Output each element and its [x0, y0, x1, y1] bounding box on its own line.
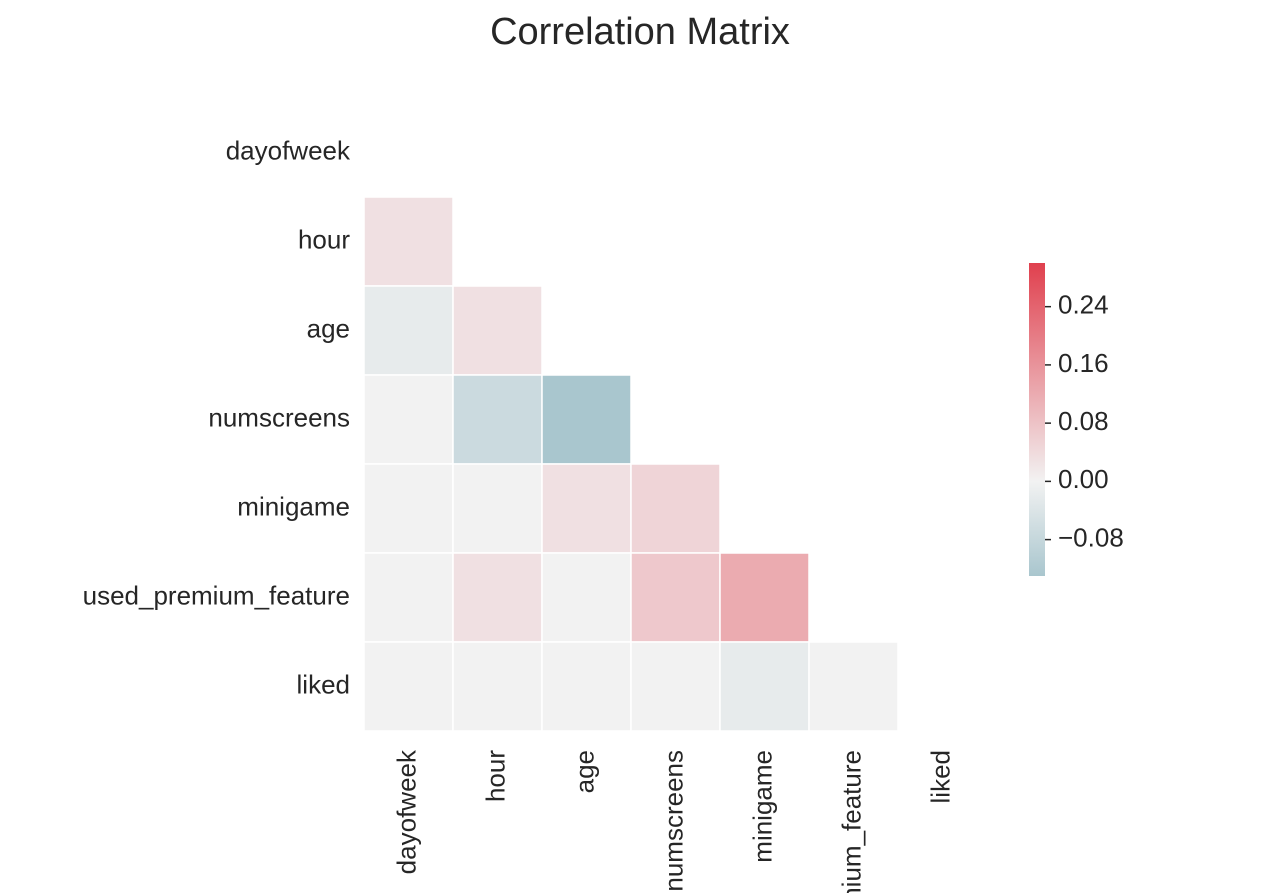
- y-tick-label: hour: [298, 224, 350, 254]
- x-tick-label: age: [569, 750, 599, 793]
- y-tick-label: used_premium_feature: [83, 580, 350, 610]
- y-tick-label: numscreens: [208, 402, 350, 432]
- heatmap-cell: [363, 285, 454, 376]
- heatmap-cell: [630, 552, 721, 643]
- heatmap-cell: [452, 285, 543, 376]
- colorbar-tick-label: 0.24: [1058, 290, 1109, 320]
- heatmap-cell: [363, 641, 454, 732]
- heatmap-cell: [808, 641, 899, 732]
- x-tick-label: liked: [925, 750, 955, 803]
- heatmap-cell: [452, 374, 543, 465]
- colorbar-tick-label: 0.00: [1058, 464, 1109, 494]
- x-tick-label: minigame: [747, 750, 777, 863]
- y-tick-label: age: [307, 313, 350, 343]
- x-tick-label: numscreens: [658, 750, 688, 892]
- heatmap-cell: [363, 196, 454, 287]
- chart-title: Correlation Matrix: [490, 11, 790, 53]
- heatmap-cell: [541, 374, 632, 465]
- heatmap-cell: [452, 641, 543, 732]
- y-tick-label: minigame: [237, 491, 350, 521]
- heatmap-cell: [541, 552, 632, 643]
- heatmap-cell: [630, 463, 721, 554]
- y-tick-label: dayofweek: [226, 135, 351, 165]
- colorbar-tick-label: 0.16: [1058, 348, 1109, 378]
- y-tick-label: liked: [297, 669, 350, 699]
- heatmap-cell: [541, 641, 632, 732]
- heatmap-cell: [363, 374, 454, 465]
- heatmap-cell: [541, 463, 632, 554]
- heatmap-cell: [719, 641, 810, 732]
- heatmap-cell: [452, 552, 543, 643]
- x-tick-label: used_premium_feature: [836, 750, 866, 893]
- x-tick-label: hour: [480, 750, 510, 802]
- colorbar: [1029, 263, 1045, 576]
- x-tick-label: dayofweek: [391, 749, 421, 874]
- colorbar-tick-label: 0.08: [1058, 406, 1109, 436]
- heatmap-cell: [363, 463, 454, 554]
- colorbar-tick-label: −0.08: [1058, 522, 1124, 552]
- heatmap-cell: [452, 463, 543, 554]
- heatmap-cell: [630, 641, 721, 732]
- heatmap-cell: [363, 552, 454, 643]
- heatmap-cell: [719, 552, 810, 643]
